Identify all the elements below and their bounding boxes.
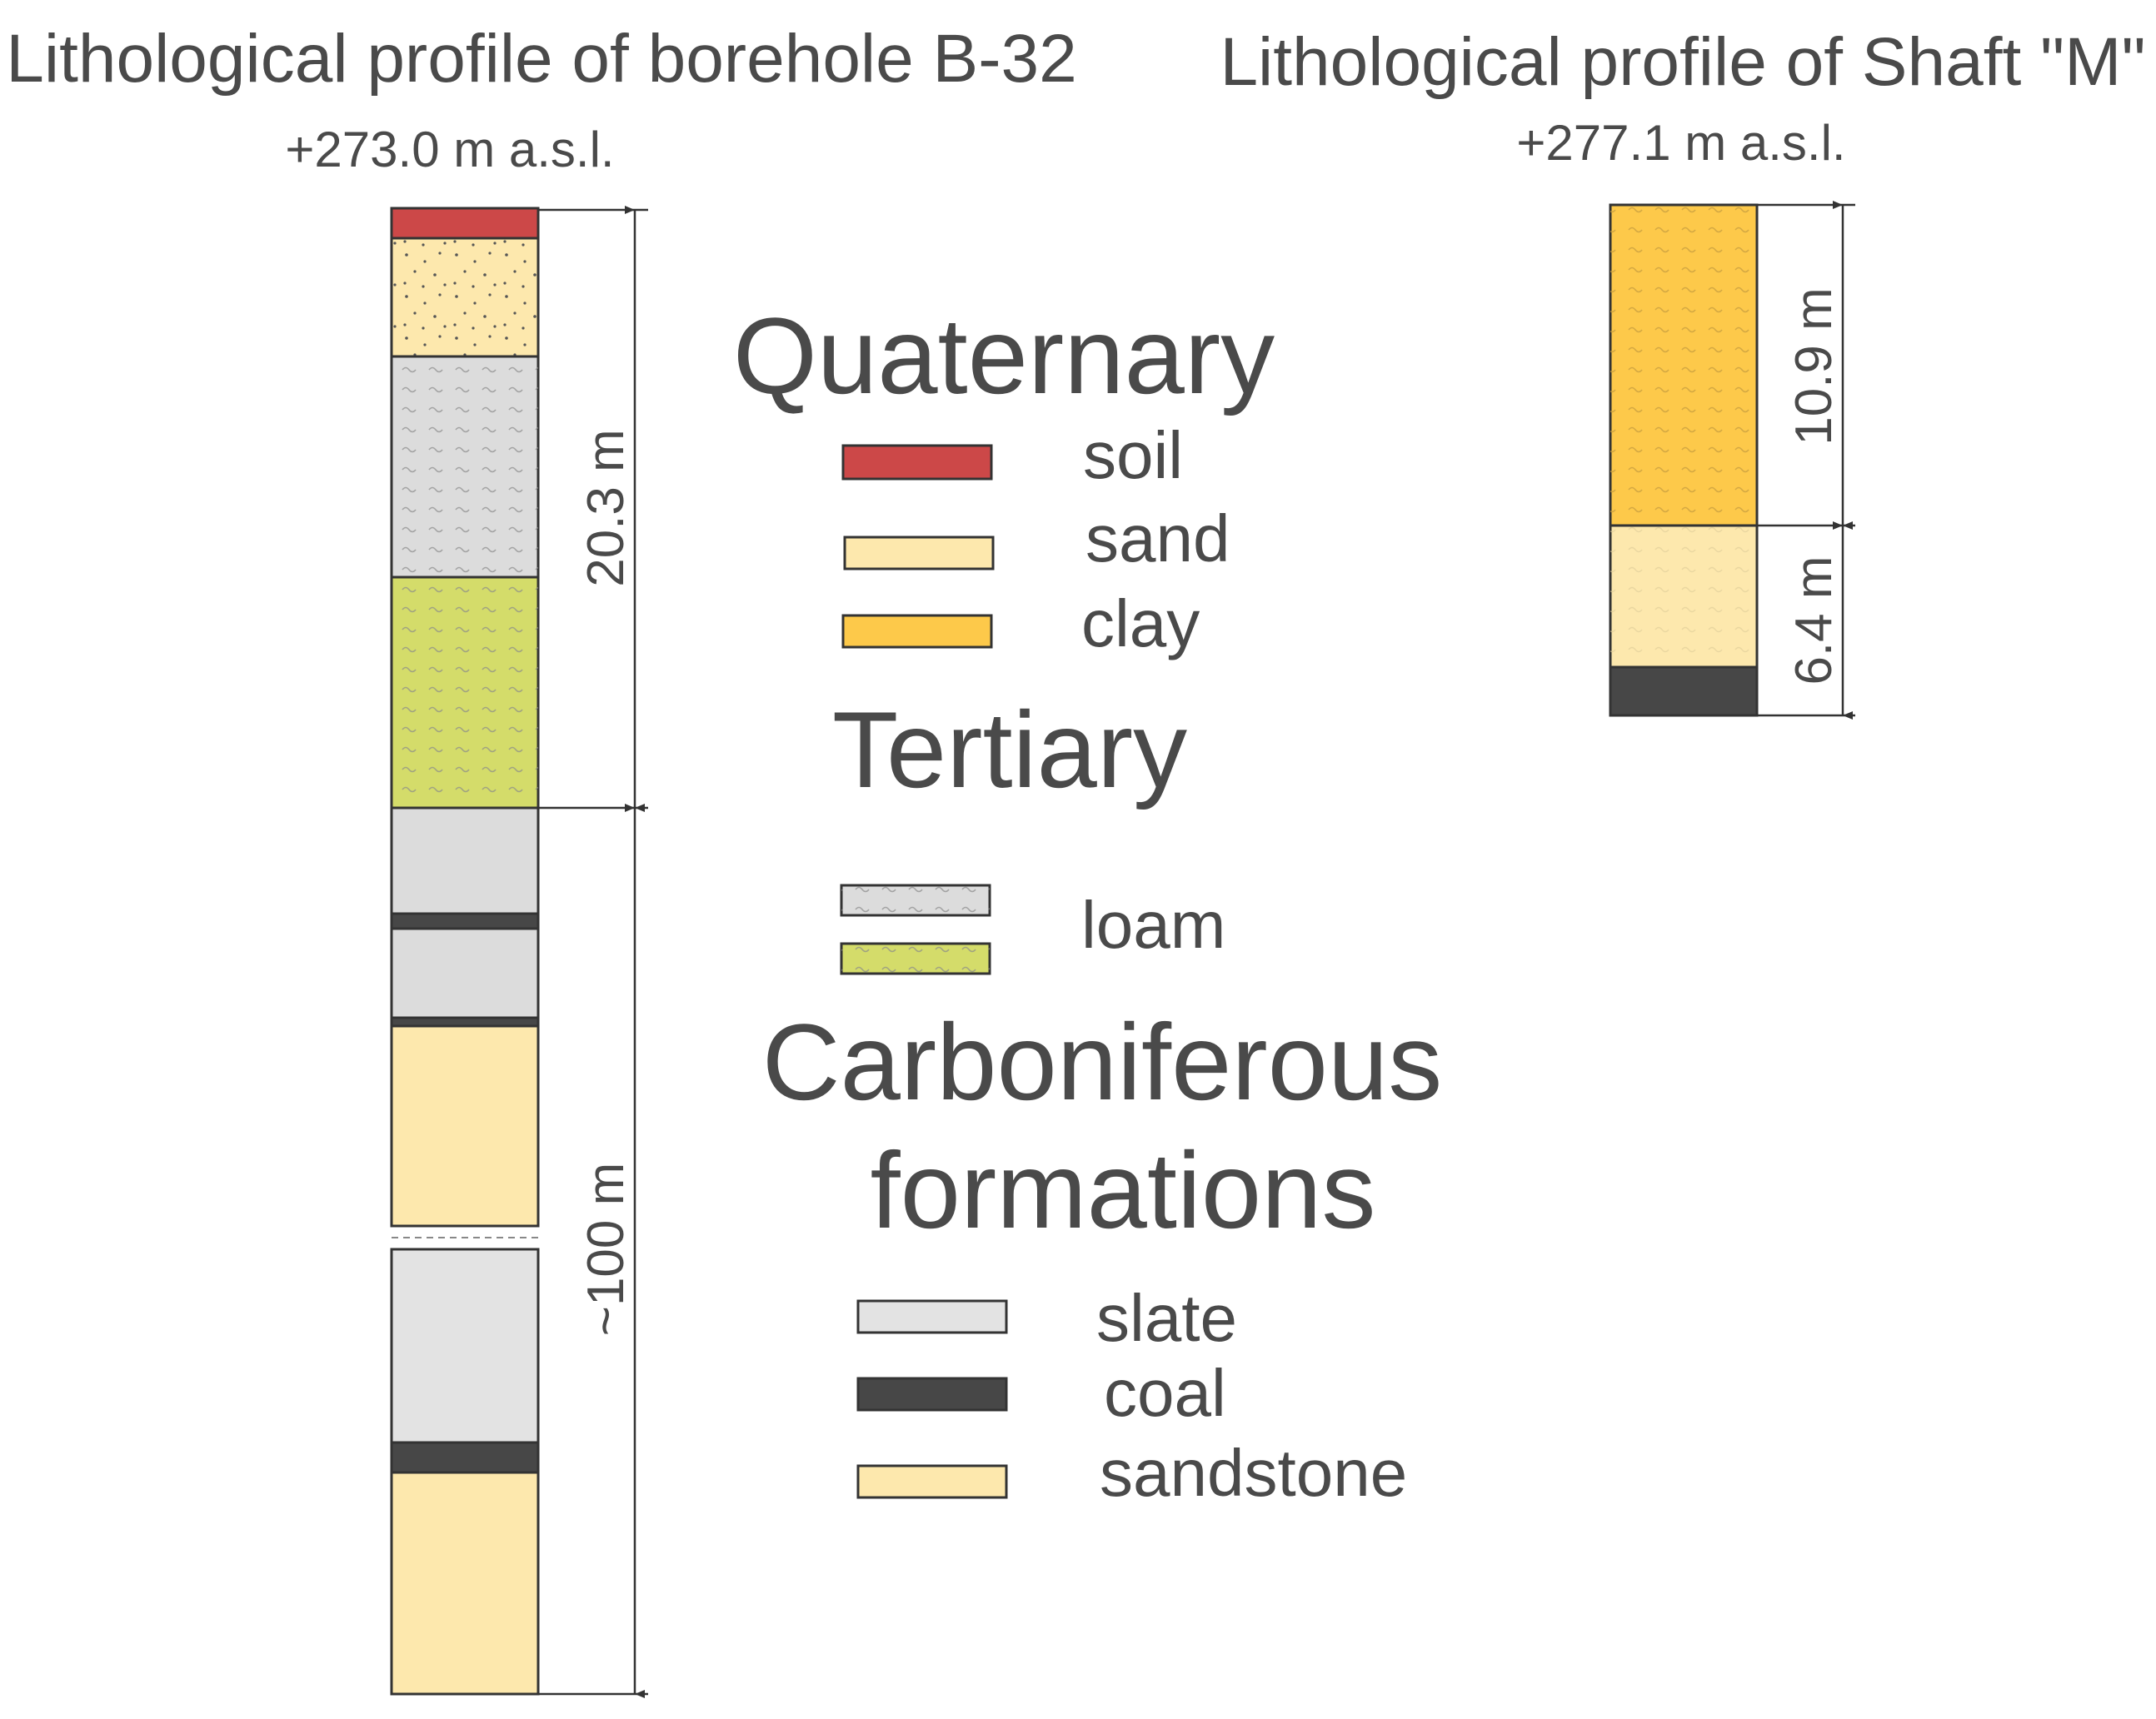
borehole-elevation: +273.0 m a.s.l. — [285, 122, 614, 177]
legend-heading-formations: formations — [871, 1129, 1376, 1251]
legend-swatch-sand — [843, 536, 995, 571]
borehole-layer-loam-grey — [390, 355, 540, 579]
legend-heading-quaternary: Quaternary — [733, 295, 1275, 416]
shaft-title: Lithological profile of Shaft "M" — [1220, 24, 2145, 100]
shaft-dim-upper: 10.9 m — [1785, 287, 1843, 446]
legend-swatch-loam-grey — [840, 884, 991, 917]
shaft-dim-lower: 6.4 m — [1785, 556, 1843, 685]
borehole-layer-sandstone-1 — [390, 1024, 540, 1228]
shaft-column — [1609, 203, 1759, 717]
borehole-dimensions — [538, 206, 648, 1698]
borehole-layer-soil — [390, 207, 540, 240]
borehole-layer-slate-1 — [390, 806, 540, 915]
borehole-layer-coal-3 — [390, 1441, 540, 1474]
legend-label-sandstone: sandstone — [1100, 1436, 1407, 1510]
shaft-elevation: +277.1 m a.s.l. — [1516, 115, 1845, 171]
borehole-layer-coal-1 — [390, 912, 540, 930]
borehole-layer-slate-3 — [390, 1248, 540, 1444]
borehole-dim-upper: 20.3 m — [577, 429, 635, 587]
legend-label-sand: sand — [1085, 501, 1230, 575]
legend-heading-carboniferous: Carboniferous — [762, 1001, 1443, 1123]
legend-swatch-coal — [856, 1377, 1008, 1412]
shaft-layer-clay — [1609, 203, 1759, 527]
legend-swatch-clay — [841, 614, 993, 649]
legend-heading-tertiary: Tertiary — [832, 689, 1187, 810]
legend-swatch-soil — [841, 444, 993, 481]
legend-swatch-loam-green — [840, 942, 991, 975]
legend-label-loam: loam — [1081, 888, 1225, 962]
legend-swatch-slate — [856, 1299, 1008, 1334]
borehole-layer-loam-green — [390, 575, 540, 810]
borehole-layer-sandstone-2 — [390, 1471, 540, 1696]
legend-label-coal: coal — [1104, 1356, 1226, 1430]
borehole-layer-slate-2 — [390, 927, 540, 1019]
legend-label-soil: soil — [1083, 418, 1183, 492]
borehole-layer-sand — [390, 237, 540, 358]
borehole-column — [390, 207, 540, 1696]
shaft-dimensions — [1757, 201, 1855, 720]
borehole-title: Lithological profile of borehole B-32 — [6, 21, 1077, 97]
shaft-layer-coal — [1609, 665, 1759, 717]
legend-label-slate: slate — [1096, 1281, 1237, 1355]
borehole-dim-lower: ~100 m — [577, 1163, 635, 1337]
legend: Quaternary soil sand clay Tertiary loam … — [733, 295, 1442, 1510]
legend-label-clay: clay — [1081, 586, 1200, 660]
legend-swatch-sandstone — [856, 1464, 1008, 1499]
shaft-layer-sand — [1609, 524, 1759, 669]
